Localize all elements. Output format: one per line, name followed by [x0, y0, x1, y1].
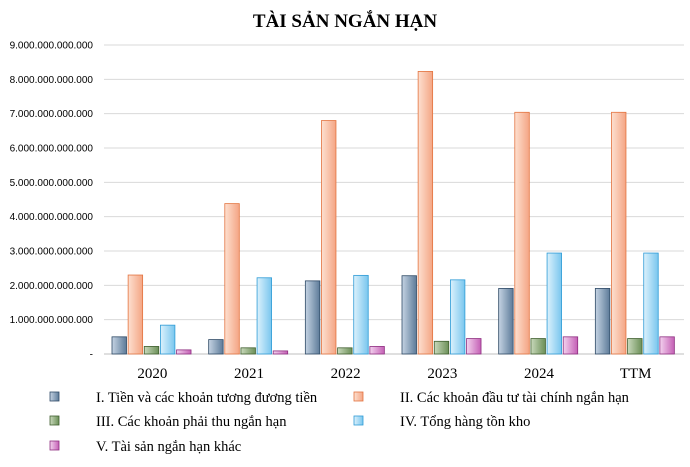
x-tick-label: 2022: [331, 366, 361, 382]
y-tick-label: 1.000.000.000.000: [10, 315, 94, 326]
y-tick-label: 9.000.000.000.000: [10, 41, 94, 52]
bar: [562, 336, 579, 355]
bar: [272, 350, 289, 355]
y-axis-ticks: - 1.000.000.000.000 2.000.000.000.000 3.000…: [10, 41, 94, 361]
bar: [224, 203, 240, 355]
bar: [466, 338, 482, 355]
y-tick-label: 6.000.000.000.000: [10, 144, 94, 155]
legend-label: I. Tiền và các khoản tương đương tiền: [96, 390, 318, 406]
legend: I. Tiền và các khoản tương đương tiền II.…: [49, 390, 630, 455]
bar: [401, 275, 417, 355]
bar: [304, 280, 321, 355]
bar: [659, 336, 675, 355]
bar: [643, 252, 659, 355]
legend-swatch: [353, 391, 364, 402]
chart-title: TÀI SẢN NGẮN HẠN: [253, 10, 437, 32]
y-tick-label: 5.000.000.000.000: [10, 178, 94, 189]
bar: [594, 288, 611, 355]
bar: [433, 340, 450, 355]
gridlines: [104, 44, 684, 355]
x-tick-label: 2020: [137, 366, 167, 382]
bar: [337, 347, 353, 355]
bar: [417, 71, 434, 355]
y-tick-label: 8.000.000.000.000: [10, 75, 94, 86]
legend-label: V. Tài sản ngắn hạn khác: [96, 439, 241, 455]
legend-label: IV. Tổng hàng tồn kho: [400, 414, 530, 430]
bar: [143, 346, 160, 355]
legend-swatch: [49, 391, 60, 402]
bar: [546, 252, 562, 355]
bar: [449, 279, 466, 355]
x-tick-label: TTM: [620, 366, 652, 382]
legend-swatch: [49, 415, 60, 426]
legend-swatch: [353, 415, 364, 426]
bar: [240, 347, 256, 355]
x-tick-label: 2021: [234, 366, 264, 382]
x-tick-label: 2023: [427, 366, 457, 382]
bar: [321, 120, 337, 355]
y-tick-label: 7.000.000.000.000: [10, 109, 94, 120]
bar: [530, 338, 546, 355]
legend-label: II. Các khoản đầu tư tài chính ngắn hạn: [400, 390, 630, 406]
bar: [353, 274, 369, 355]
bar: [159, 324, 176, 355]
y-tick-label: -: [90, 350, 93, 361]
bar: [369, 346, 385, 355]
bar: [256, 277, 272, 355]
x-tick-label: 2024: [524, 366, 555, 382]
y-tick-label: 2.000.000.000.000: [10, 281, 94, 292]
bar: [111, 336, 127, 355]
y-tick-label: 3.000.000.000.000: [10, 247, 94, 258]
bar: [611, 111, 627, 355]
bar: [627, 338, 643, 355]
bar: [176, 349, 192, 355]
bar: [514, 111, 530, 355]
y-tick-label: 4.000.000.000.000: [10, 212, 94, 223]
legend-swatch: [49, 440, 60, 451]
legend-label: III. Các khoản phải thu ngắn hạn: [96, 414, 287, 430]
x-axis-ticks: 2020 2021 2022 2023 2024 TTM: [137, 366, 651, 382]
bars: [111, 71, 675, 355]
bar: [208, 339, 224, 355]
bar: [498, 288, 514, 355]
bar: [127, 274, 144, 355]
